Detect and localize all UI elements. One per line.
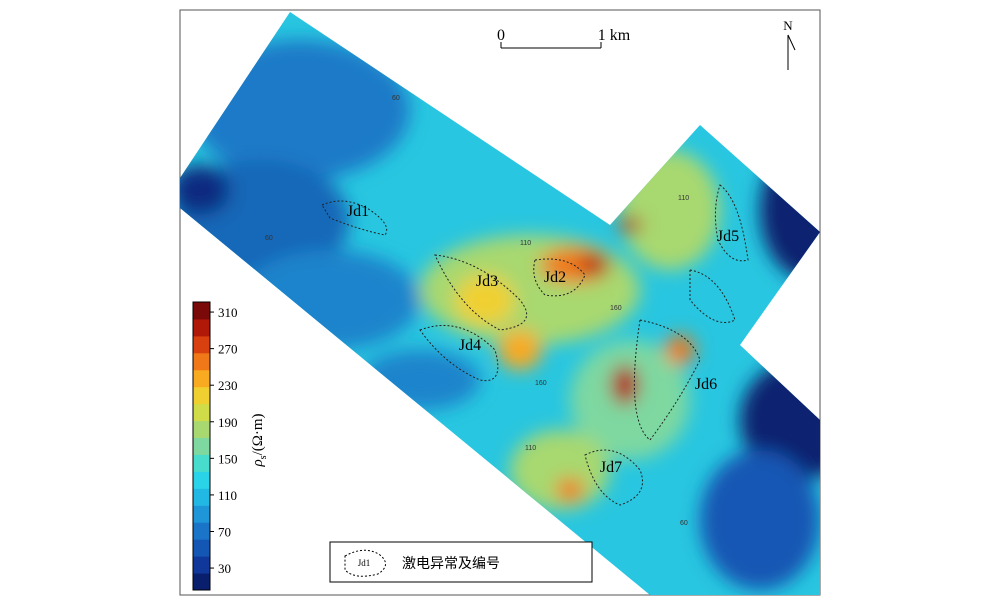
colorbar-title: ρs/(Ω·m) xyxy=(250,413,269,467)
colorbar-tick-label: 190 xyxy=(218,415,238,430)
contour-label: 60 xyxy=(680,520,688,527)
frame xyxy=(179,9,821,596)
colorbar-step xyxy=(193,556,210,574)
colorbar-step xyxy=(193,454,210,472)
colorbar-step xyxy=(193,369,210,388)
scale-label: 1 km xyxy=(598,27,631,44)
colorbar-step xyxy=(193,437,210,455)
subscript: s xyxy=(258,455,269,459)
colorbar-step xyxy=(193,505,210,523)
anomaly-label: Jd5 xyxy=(717,228,739,245)
colorbar-tick-label: 110 xyxy=(218,488,237,503)
contour-label: 160 xyxy=(610,305,622,312)
anomaly-outline xyxy=(321,200,388,236)
anomaly-outline xyxy=(584,449,643,506)
contour-label: 110 xyxy=(520,240,531,247)
anomaly-label: Jd3 xyxy=(476,273,498,290)
anomaly-label: Jd7 xyxy=(600,459,622,476)
colorbar-tick-label: 70 xyxy=(218,524,231,539)
colorbar-step xyxy=(193,318,210,337)
colorbar-step xyxy=(193,403,210,422)
colorbar-step xyxy=(193,420,210,439)
scale-label: 0 xyxy=(497,27,505,44)
resistivity-map xyxy=(180,12,820,595)
colorbar-step xyxy=(193,488,210,506)
colorbar-tick-label: 30 xyxy=(218,561,231,576)
anomaly-label: Jd4 xyxy=(459,337,481,354)
anomaly-outline xyxy=(633,269,736,441)
colorbar-step xyxy=(193,386,210,405)
colorbar-step xyxy=(193,539,210,557)
colorbar-tick-label: 230 xyxy=(218,378,238,393)
colorbar-step xyxy=(193,352,210,371)
contour-label: 60 xyxy=(265,235,273,242)
legend-symbol xyxy=(344,549,386,577)
colorbar-tick-label: 150 xyxy=(218,451,238,466)
anomaly-outline xyxy=(419,325,499,382)
anomaly-label: Jd6 xyxy=(695,376,717,393)
north-arrow xyxy=(787,34,796,70)
anomaly-outline xyxy=(434,254,528,331)
north-label: N xyxy=(783,18,793,33)
contour-label: 110 xyxy=(678,195,689,202)
anomaly-label: Jd2 xyxy=(544,269,566,286)
contour-label: 60 xyxy=(392,95,400,102)
colorbar-tick-label: 270 xyxy=(218,342,238,357)
anomaly-label: Jd1 xyxy=(347,203,369,220)
unit: /(Ω·m) xyxy=(250,413,266,455)
contour-label: 160 xyxy=(535,380,547,387)
colorbar-step xyxy=(193,573,210,591)
colorbar-step xyxy=(193,302,210,320)
colorbar-step xyxy=(193,522,210,540)
legend-text: 激电异常及编号 xyxy=(402,555,500,572)
symbol: ρ xyxy=(250,459,266,467)
colorbar-frame xyxy=(192,301,211,591)
colorbar-step xyxy=(193,471,210,489)
colorbar-step xyxy=(193,335,210,354)
colorbar-tick-label: 310 xyxy=(218,305,238,320)
legend-sample: Jd1 xyxy=(358,558,371,568)
contour-label: 110 xyxy=(525,445,536,452)
